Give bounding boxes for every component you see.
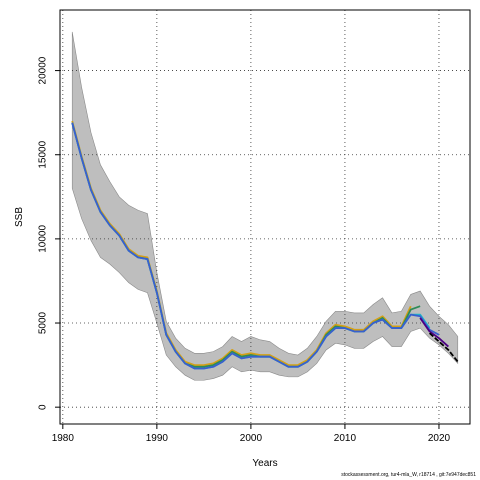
confidence-band <box>71 31 459 381</box>
y-tick-label: 10000 <box>38 225 49 253</box>
y-tick-label: 5000 <box>38 311 49 334</box>
x-axis-label: Years <box>252 458 277 469</box>
series-line-5 <box>419 317 449 348</box>
x-tick-label: 2010 <box>334 433 357 444</box>
y-axis: 0 5000 10000 15000 20000 <box>38 56 60 410</box>
series-line-4 <box>71 122 440 370</box>
y-tick-label: 20000 <box>38 56 49 84</box>
y-tick-label: 15000 <box>38 140 49 168</box>
x-tick-label: 2000 <box>240 433 263 444</box>
footer-credit: stockassessment.org, tur4-mla_W, r18714 … <box>341 472 476 478</box>
series-line-6 <box>428 332 459 363</box>
x-axis: 1980 1990 2000 2010 2020 <box>52 424 451 444</box>
series-lines <box>71 120 459 370</box>
y-tick-label: 0 <box>38 404 49 410</box>
x-tick-label: 2020 <box>428 433 451 444</box>
x-tick-label: 1980 <box>52 433 75 444</box>
grid <box>60 10 470 424</box>
confidence-band-area <box>71 31 459 381</box>
y-axis-label: SSB <box>14 207 25 227</box>
plot-frame <box>59 9 471 425</box>
x-tick-label: 1990 <box>146 433 169 444</box>
